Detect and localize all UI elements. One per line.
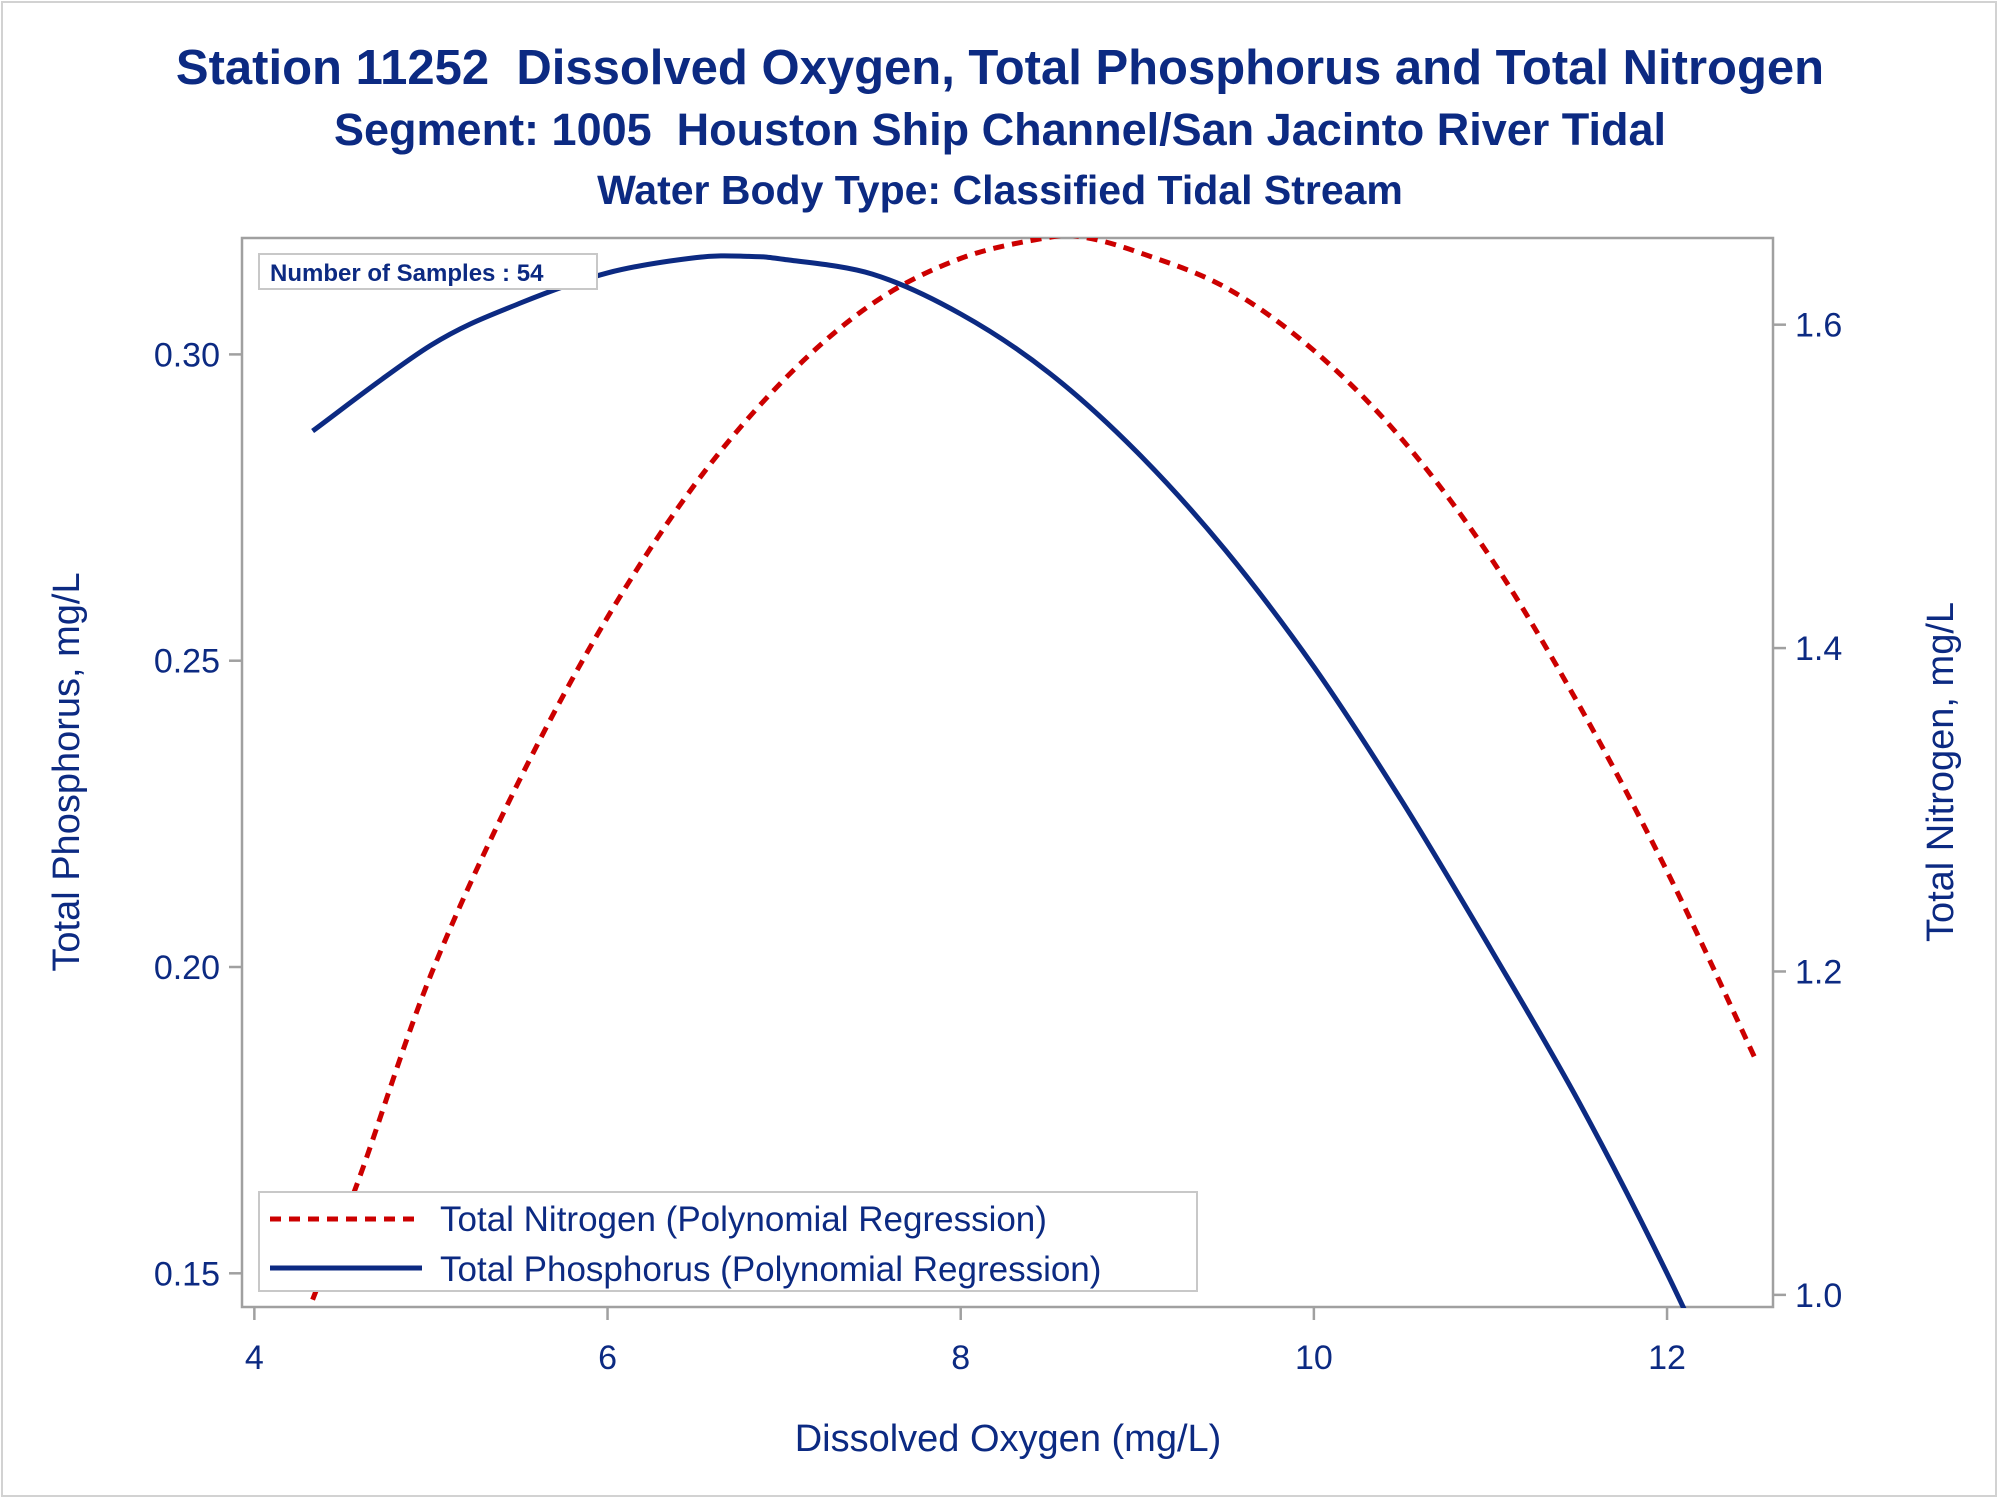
x-axis: 4 6 8 10 12 [245, 1307, 1686, 1377]
x-tick-label: 10 [1295, 1339, 1333, 1377]
samples-count-label: Number of Samples : 54 [270, 260, 544, 287]
y-tick-label: 0.30 [154, 336, 220, 374]
y2-tick-label: 1.0 [1795, 1277, 1842, 1315]
y-axis-right-label: Total Nitrogen, mg/L [1920, 602, 1962, 942]
plot-area [240, 236, 1775, 1309]
legend-label-total-phosphorus: Total Phosphorus (Polynomial Regression) [440, 1250, 1101, 1289]
y-axis-left: 0.15 0.20 0.25 0.30 [154, 336, 242, 1293]
legend-box [258, 1191, 1198, 1292]
y2-tick-label: 1.2 [1795, 953, 1842, 991]
legend: Total Nitrogen (Polynomial Regression) T… [258, 1191, 1198, 1292]
y2-tick-label: 1.6 [1795, 307, 1842, 345]
y-axis-right: 1.0 1.2 1.4 1.6 [1773, 307, 1842, 1315]
x-tick-label: 8 [951, 1339, 970, 1377]
chart-subtitle-water-body: Water Body Type: Classified Tidal Stream [597, 167, 1403, 213]
series-line-total-nitrogen [310, 238, 1758, 1301]
chart-title: Station 11252 Dissolved Oxygen, Total Ph… [175, 41, 1825, 95]
samples-inset: Number of Samples : 54 [258, 253, 598, 290]
x-tick-label: 12 [1648, 1339, 1686, 1377]
x-tick-label: 6 [598, 1339, 617, 1377]
y2-tick-label: 1.4 [1795, 630, 1842, 668]
y-tick-label: 0.20 [154, 949, 220, 987]
y-tick-label: 0.15 [154, 1255, 220, 1293]
y-tick-label: 0.25 [154, 643, 220, 681]
x-tick-label: 4 [245, 1339, 264, 1377]
series-line-total-phosphorus [311, 253, 1687, 1308]
legend-label-total-nitrogen: Total Nitrogen (Polynomial Regression) [440, 1200, 1047, 1239]
samples-inset-box [258, 253, 598, 290]
y-axis-left-label: Total Phosphorus, mg/L [46, 572, 88, 971]
x-axis-label: Dissolved Oxygen (mg/L) [795, 1418, 1222, 1460]
chart-subtitle-segment: Segment: 1005 Houston Ship Channel/San J… [334, 104, 1666, 155]
